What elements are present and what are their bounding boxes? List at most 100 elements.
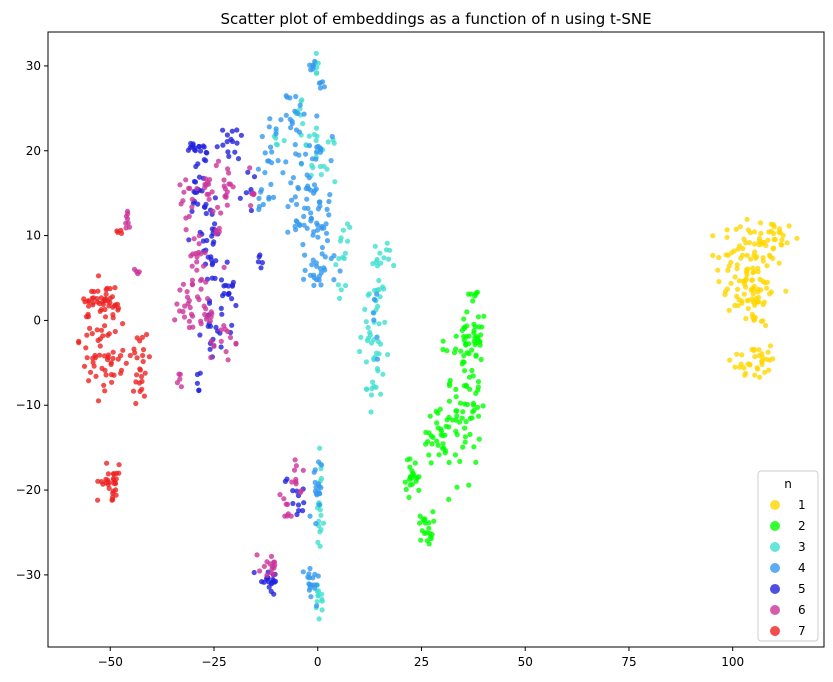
data-point (317, 85, 323, 91)
data-point (463, 383, 470, 389)
data-point (284, 94, 290, 100)
data-point (199, 276, 205, 282)
y-tick-label: −20 (16, 483, 41, 497)
data-point (742, 372, 748, 378)
data-point (423, 441, 429, 447)
data-point (358, 334, 364, 340)
data-point (313, 50, 319, 57)
data-point (105, 471, 111, 477)
data-point (461, 325, 467, 331)
data-point (749, 296, 755, 302)
data-point (342, 250, 348, 256)
data-point (724, 234, 730, 240)
data-point (725, 267, 731, 273)
data-point (188, 140, 194, 147)
legend-label: 4 (798, 561, 806, 575)
data-point (475, 314, 481, 320)
data-point (742, 278, 748, 284)
y-tick-label: 30 (26, 59, 41, 73)
data-point (223, 349, 229, 355)
data-point (131, 266, 138, 272)
x-tick-label: 75 (621, 655, 636, 669)
data-point (213, 258, 219, 264)
data-point (144, 331, 150, 338)
data-point (440, 338, 446, 344)
data-point (318, 527, 324, 533)
data-point (237, 195, 243, 201)
data-point (205, 323, 211, 329)
data-point (212, 195, 218, 201)
series-7 (76, 227, 152, 503)
data-point (174, 301, 180, 307)
data-point (302, 205, 308, 211)
data-point (134, 372, 140, 378)
data-point (307, 272, 313, 278)
data-point (409, 481, 415, 487)
data-point (752, 372, 758, 378)
data-point (735, 246, 741, 252)
data-point (771, 230, 777, 237)
data-point (324, 166, 330, 172)
data-point (328, 255, 334, 262)
data-point (469, 347, 475, 353)
data-point (318, 270, 324, 276)
data-point (268, 553, 275, 560)
data-point (377, 250, 383, 256)
data-point (447, 377, 453, 384)
data-point (113, 487, 119, 493)
data-point (259, 133, 265, 140)
data-point (198, 318, 204, 324)
data-point (137, 388, 143, 394)
data-point (751, 287, 757, 293)
data-point (385, 352, 391, 358)
data-point (97, 336, 103, 342)
data-point (376, 321, 382, 327)
data-point (225, 149, 231, 155)
data-point (371, 296, 377, 302)
data-point (294, 219, 300, 225)
data-point (202, 250, 208, 256)
y-tick-label: −30 (16, 568, 41, 582)
data-point (341, 255, 347, 262)
data-point (430, 509, 436, 515)
data-point (268, 580, 274, 586)
data-point (285, 229, 291, 235)
data-point (716, 254, 722, 261)
data-point (127, 352, 133, 359)
data-point (210, 241, 216, 247)
data-point (283, 112, 289, 118)
data-point (198, 286, 204, 292)
data-point (133, 400, 139, 407)
data-point (452, 452, 458, 458)
data-point (203, 279, 209, 285)
data-point (368, 409, 374, 415)
data-point (426, 541, 432, 547)
data-point (196, 241, 202, 247)
data-point (382, 319, 388, 325)
data-point (794, 235, 800, 241)
data-point (215, 158, 222, 164)
data-point (105, 354, 111, 360)
data-point (207, 177, 213, 183)
data-point (473, 459, 479, 465)
data-point (755, 269, 761, 275)
data-point (446, 496, 452, 502)
data-point (183, 177, 189, 183)
data-point (204, 237, 210, 244)
data-point (332, 179, 338, 185)
data-point (196, 249, 202, 255)
data-point (233, 340, 239, 346)
data-point (740, 245, 746, 252)
data-point (264, 572, 270, 579)
data-point (470, 409, 476, 415)
data-point (218, 305, 224, 311)
data-point (308, 210, 314, 216)
legend: n 1 2 3 4 5 6 7 (757, 470, 819, 642)
data-point (740, 252, 746, 258)
data-point (200, 143, 206, 149)
data-point (310, 232, 316, 238)
data-point (478, 332, 484, 338)
data-point (304, 225, 310, 231)
data-point (306, 133, 312, 139)
data-point (741, 291, 747, 297)
